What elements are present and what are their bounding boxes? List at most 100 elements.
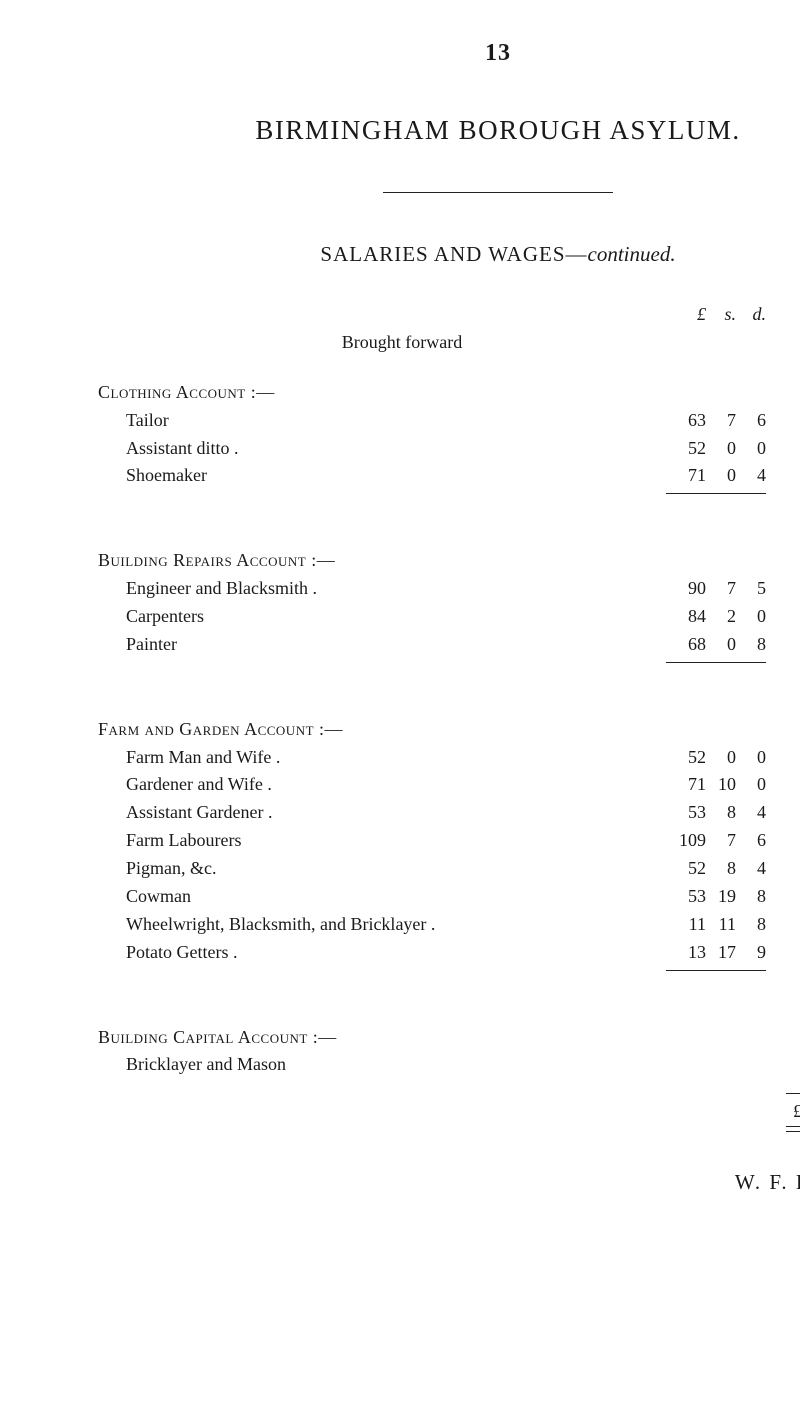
item-L: 109 (666, 827, 706, 855)
repairs-item-row: Painter6808 (98, 631, 800, 659)
col-L-outer: £ (786, 301, 800, 329)
item-label: Potato Getters . (98, 939, 666, 967)
farm-item-row: Pigman, &c.5284 (98, 855, 800, 883)
repairs-item-row: Carpenters8420 (98, 603, 800, 631)
item-s: 7 (706, 575, 736, 603)
item-label: Assistant Gardener . (98, 799, 666, 827)
clothing-heading: Clothing Account :— (98, 379, 666, 407)
item-s: 19 (706, 883, 736, 911)
farm-item-row: Farm Man and Wife .5200 (98, 744, 800, 772)
brought-forward-L: 2132 (786, 329, 800, 357)
repairs-heading: Building Repairs Account :— (98, 547, 666, 575)
brought-forward-label: Brought forward (98, 329, 666, 357)
clothing-subtotal-row: 186 7 10 (98, 497, 800, 525)
clothing-subtotal-L: 186 (786, 497, 800, 525)
item-L: 52 (666, 435, 706, 463)
item-d: 4 (736, 799, 766, 827)
item-L: 53 (666, 799, 706, 827)
item-s: 17 (706, 939, 736, 967)
item-s: 7 (706, 827, 736, 855)
col-L-inner: £ (666, 301, 706, 329)
item-L: 52 (666, 744, 706, 772)
item-L: 63 (666, 407, 706, 435)
item-L: 84 (666, 603, 706, 631)
item-s: 0 (706, 744, 736, 772)
clothing-heading-row: Clothing Account :— (98, 379, 800, 407)
column-header-row: £ s. d. £ s. d. (98, 301, 800, 329)
item-L: 52 (666, 855, 706, 883)
item-L: 13 (666, 939, 706, 967)
item-label: Gardener and Wife . (98, 771, 666, 799)
item-label: Farm Man and Wife . (98, 744, 666, 772)
main-title: BIRMINGHAM BOROUGH ASYLUM. (98, 115, 800, 146)
farm-item-row: Wheelwright, Blacksmith, and Bricklayer … (98, 911, 800, 939)
farm-heading: Farm and Garden Account :— (98, 716, 666, 744)
repairs-heading-row: Building Repairs Account :— (98, 547, 800, 575)
farm-item-row: Gardener and Wife .71100 (98, 771, 800, 799)
item-L: 90 (666, 575, 706, 603)
item-d: 9 (736, 939, 766, 967)
repairs-subtotal-rule-row (98, 659, 800, 666)
repairs-subtotal-row: 242 10 1 (98, 666, 800, 694)
brought-forward-row: Brought forward 2132 14 4 (98, 329, 800, 357)
subtotal-rule (666, 970, 766, 971)
repairs-item-row: Engineer and Blacksmith .9075 (98, 575, 800, 603)
item-label: Carpenters (98, 603, 666, 631)
capital-heading: Building Capital Account :— (98, 1024, 666, 1052)
capital-item-row: Bricklayer and Mason 21 4 10 (98, 1051, 800, 1079)
item-d: 0 (736, 771, 766, 799)
col-d-inner: d. (736, 301, 766, 329)
item-s: 8 (706, 799, 736, 827)
signature: W. F. KNIGHT. (98, 1170, 800, 1195)
subtitle-dash: — (566, 242, 588, 266)
item-label: Cowman (98, 883, 666, 911)
title-divider (98, 180, 800, 198)
item-s: 11 (706, 911, 736, 939)
subtitle-continued: continued. (588, 242, 676, 266)
item-s: 8 (706, 855, 736, 883)
page-number: 13 (98, 40, 800, 67)
grand-total-bottom-rule-row (98, 1126, 800, 1136)
item-L: 71 (666, 771, 706, 799)
farm-heading-row: Farm and Garden Account :— (98, 716, 800, 744)
ledger: £ s. d. £ s. d. Brought forward 2132 14 … (98, 301, 800, 1136)
item-d: 0 (736, 603, 766, 631)
farm-item-row: Cowman53198 (98, 883, 800, 911)
col-s-inner: s. (706, 301, 736, 329)
item-s: 0 (706, 462, 736, 490)
item-label: Assistant ditto . (98, 435, 666, 463)
item-L: 71 (666, 462, 706, 490)
grand-total-L: £3001 (786, 1098, 800, 1126)
subtotal-rule (666, 662, 766, 663)
item-s: 2 (706, 603, 736, 631)
clothing-subtotal-rule-row (98, 490, 800, 497)
clothing-item-row: Tailor6376 (98, 407, 800, 435)
farm-item-row: Assistant Gardener .5384 (98, 799, 800, 827)
item-label: Wheelwright, Blacksmith, and Bricklayer … (98, 911, 666, 939)
farm-subtotal-rule-row (98, 967, 800, 974)
item-L: 68 (666, 631, 706, 659)
item-label: Painter (98, 631, 666, 659)
item-s: 0 (706, 631, 736, 659)
item-d: 8 (736, 911, 766, 939)
item-s: 10 (706, 771, 736, 799)
capital-item-L: 21 (786, 1051, 800, 1079)
item-d: 0 (736, 744, 766, 772)
item-d: 4 (736, 855, 766, 883)
item-label: Farm Labourers (98, 827, 666, 855)
repairs-subtotal-L: 242 (786, 666, 800, 694)
item-label: Engineer and Blacksmith . (98, 575, 666, 603)
item-L: 53 (666, 883, 706, 911)
farm-item-row: Farm Labourers10976 (98, 827, 800, 855)
item-d: 6 (736, 407, 766, 435)
item-d: 8 (736, 631, 766, 659)
farm-subtotal-row: 418 3 3 (98, 974, 800, 1002)
item-label: Tailor (98, 407, 666, 435)
subtotal-rule (666, 493, 766, 494)
item-label: Shoemaker (98, 462, 666, 490)
clothing-item-row: Assistant ditto .5200 (98, 435, 800, 463)
grand-total-row: £3001 0 4 (98, 1098, 800, 1126)
farm-subtotal-L: 418 (786, 974, 800, 1002)
capital-heading-row: Building Capital Account :— (98, 1024, 800, 1052)
item-L: 11 (666, 911, 706, 939)
